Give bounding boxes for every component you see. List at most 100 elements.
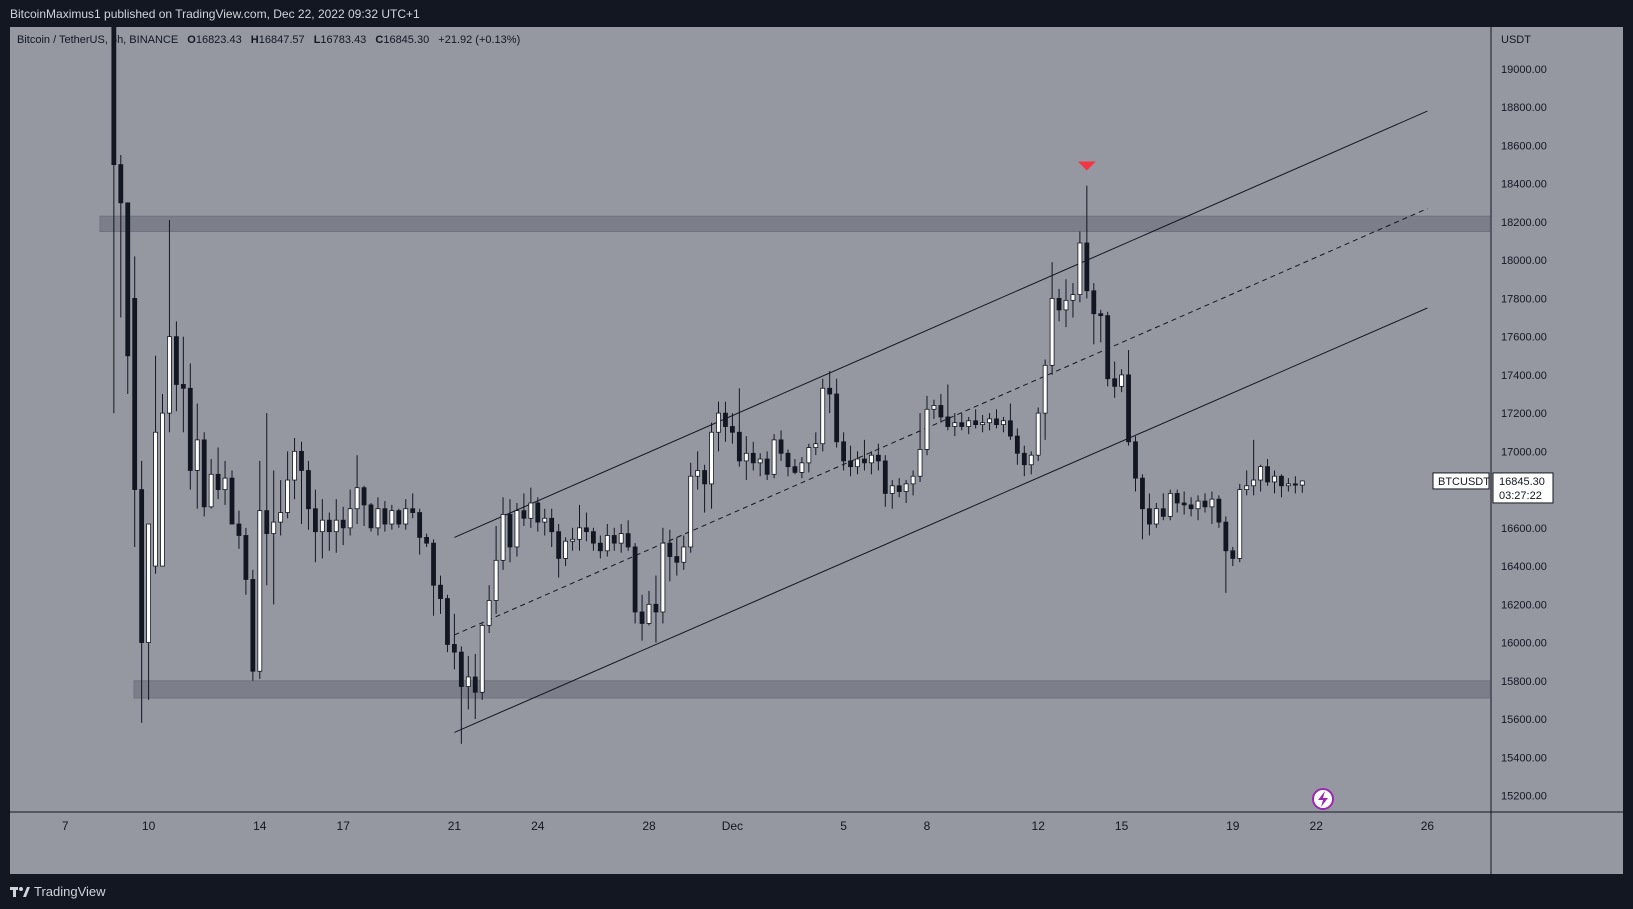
candle: [1244, 470, 1250, 496]
candle: [945, 384, 951, 431]
price-tick-label: 15200.00: [1501, 791, 1547, 803]
candle: [1008, 403, 1013, 440]
candle: [285, 451, 291, 519]
candle: [1042, 359, 1048, 440]
channel-upper-line: [454, 110, 1428, 538]
candle: [563, 537, 568, 567]
flash-icon[interactable]: [1312, 788, 1334, 810]
candle-body: [1160, 508, 1166, 517]
candle-body: [952, 422, 958, 427]
candle-body: [382, 508, 388, 525]
price-tick-label: 15600.00: [1501, 714, 1547, 726]
candle-body: [778, 439, 784, 454]
candle: [875, 443, 881, 471]
candle-body: [730, 426, 735, 433]
candle: [681, 535, 687, 570]
candle: [799, 457, 805, 479]
candle: [1126, 350, 1131, 446]
candle-body: [875, 454, 881, 462]
candle: [1160, 493, 1166, 521]
candle: [660, 527, 666, 624]
change-value: +21.92 (+0.13%): [438, 34, 521, 46]
candle-body: [771, 439, 777, 475]
candle: [1153, 502, 1159, 528]
close-value: 16845.30: [383, 34, 430, 46]
candle: [424, 533, 430, 547]
candle-body: [1049, 298, 1055, 366]
candle-body: [959, 422, 965, 427]
candle: [778, 430, 784, 461]
candle-body: [431, 542, 436, 586]
candle: [1223, 516, 1229, 593]
candle-body: [264, 510, 270, 534]
candle-body: [577, 527, 582, 540]
candle-body: [1147, 508, 1152, 525]
candle: [500, 497, 506, 570]
candle-body: [1195, 500, 1201, 510]
last-price-label: 16845.30: [1499, 476, 1545, 488]
candle-body: [1035, 412, 1041, 456]
candle-body: [479, 624, 485, 693]
candle: [319, 499, 325, 559]
sell-signal-marker: [1077, 161, 1096, 171]
candle: [709, 422, 714, 509]
candle-body: [702, 470, 707, 485]
candle: [333, 499, 339, 553]
time-tick-label: 17: [337, 819, 351, 833]
candle: [931, 399, 937, 419]
candle: [542, 508, 548, 536]
candle-body: [632, 546, 638, 613]
candle-body: [132, 298, 138, 491]
candle: [966, 416, 972, 435]
price-tick-label: 16000.00: [1501, 638, 1547, 650]
tradingview-logo[interactable]: TradingView: [10, 884, 106, 899]
candle-body: [285, 479, 291, 513]
candle-body: [903, 483, 909, 492]
candle: [1014, 428, 1020, 465]
candle-body: [987, 418, 992, 424]
candle: [458, 646, 464, 744]
candle: [903, 480, 909, 503]
time-tick-label: 22: [1310, 819, 1324, 833]
candle-body: [792, 466, 798, 473]
price-axis-unit: USDT: [1501, 34, 1531, 46]
candle-body: [625, 533, 631, 548]
candle: [1202, 493, 1208, 513]
candle: [813, 432, 819, 456]
candle: [507, 499, 513, 563]
candle-body: [716, 412, 721, 433]
candle: [312, 489, 318, 563]
candle-body: [1042, 364, 1048, 414]
candle: [528, 487, 534, 528]
candle-body: [570, 538, 575, 542]
candle-body: [1251, 479, 1257, 487]
candle-body: [493, 559, 499, 601]
price-tick-label: 16600.00: [1501, 523, 1547, 535]
candle: [695, 451, 701, 490]
chart-frame[interactable]: USDT 19000.00 18800.00 18600.00 18400.00 1820…: [10, 27, 1623, 874]
candle-body: [1063, 299, 1069, 311]
candle: [1077, 231, 1083, 303]
candle-body: [410, 508, 416, 513]
candle-body: [222, 477, 228, 491]
candle-body: [465, 676, 471, 687]
candle: [625, 520, 631, 551]
candle-body: [1292, 483, 1298, 486]
price-chart[interactable]: USDT 19000.00 18800.00 18600.00 18400.00 1820…: [10, 27, 1623, 874]
low-value: 16783.43: [320, 34, 367, 46]
tradingview-icon: [10, 886, 30, 897]
time-tick-label: 28: [642, 819, 656, 833]
ohlc-legend: Bitcoin / TetherUS, 6h, BINANCE O16823.4…: [17, 34, 526, 46]
candle-body: [1174, 493, 1180, 504]
candle-body: [472, 676, 478, 693]
candle: [514, 502, 520, 557]
candle: [1286, 478, 1291, 492]
candle: [841, 432, 846, 471]
open-label: O: [187, 34, 196, 46]
candle-body: [215, 473, 221, 491]
candle-body: [841, 441, 846, 462]
candle: [306, 460, 311, 530]
candle-body: [827, 387, 833, 395]
price-tick-label: 19000.00: [1501, 64, 1547, 76]
candle-body: [945, 416, 951, 427]
